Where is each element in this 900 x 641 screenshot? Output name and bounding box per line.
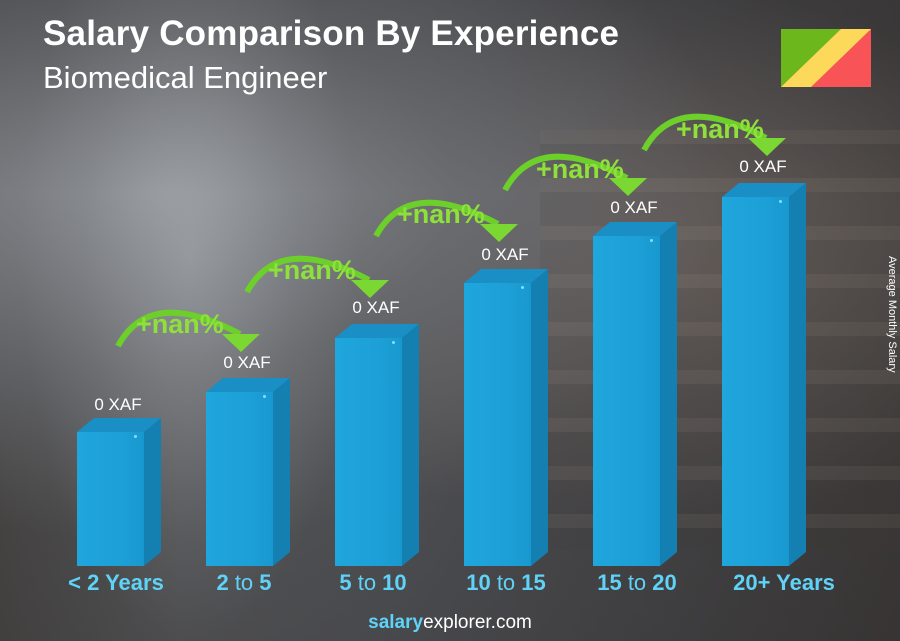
bar-highlight (521, 286, 524, 289)
bar-side (531, 269, 548, 566)
growth-arrow-icon (244, 255, 389, 298)
congo-flag-icon (781, 29, 871, 87)
bar-side (660, 222, 677, 566)
bar-side (402, 324, 419, 566)
bar-side (144, 418, 161, 566)
bar-front (77, 432, 144, 566)
x-label-2to5: 2 to 5 (216, 570, 272, 595)
bar-front (722, 197, 789, 566)
bar-20plus[interactable] (722, 183, 806, 566)
growth-arrow-icon (373, 199, 518, 242)
bar-2to5[interactable] (206, 378, 290, 566)
value-label: 0 XAF (481, 245, 529, 264)
bar-15to20[interactable] (593, 222, 677, 566)
growth-label: +nan% (536, 154, 624, 184)
growth-label: +nan% (676, 114, 764, 144)
growth-label: +nan% (397, 199, 485, 229)
bar-highlight (263, 395, 266, 398)
chart-title: Salary Comparison By Experience (43, 14, 620, 53)
bar-front (593, 236, 660, 566)
value-label: 0 XAF (94, 395, 142, 414)
bar-top (77, 418, 161, 432)
x-label-20plus: 20+ Years (733, 570, 835, 595)
value-label: 0 XAF (352, 298, 400, 317)
value-label: 0 XAF (610, 198, 658, 217)
growth-label: +nan% (268, 255, 356, 285)
bar-side (789, 183, 806, 566)
x-label-5to10: 5 to 10 (339, 570, 407, 595)
x-label-lt2: < 2 Years (68, 570, 164, 595)
bar-top (464, 269, 548, 283)
bar-top (206, 378, 290, 392)
bar-highlight (392, 341, 395, 344)
y-axis-label: Average Monthly Salary (886, 256, 898, 373)
bar-highlight (650, 239, 653, 242)
growth-arrow-icon (641, 113, 786, 156)
value-label: 0 XAF (223, 353, 271, 372)
bar-front (335, 338, 402, 566)
bar-top (593, 222, 677, 236)
chart-subtitle: Biomedical Engineer (43, 60, 328, 95)
growth-arrow-icon (115, 309, 260, 352)
x-label-15to20: 15 to 20 (597, 570, 677, 595)
value-label: 0 XAF (739, 157, 787, 176)
bar-top (722, 183, 806, 197)
bar-side (273, 378, 290, 566)
bar-highlight (134, 435, 137, 438)
bar-highlight (779, 200, 782, 203)
site-brand-link[interactable]: salaryexplorer.com (368, 612, 532, 633)
bar-lt2[interactable] (77, 418, 161, 566)
x-label-10to15: 10 to 15 (466, 570, 546, 595)
bar-front (464, 283, 531, 566)
bar-5to10[interactable] (335, 324, 419, 566)
bar-top (335, 324, 419, 338)
bar-10to15[interactable] (464, 269, 548, 566)
bar-front (206, 392, 273, 566)
growth-arrow-icon (502, 153, 647, 196)
background-doctor (20, 0, 360, 641)
growth-label: +nan% (136, 309, 224, 339)
